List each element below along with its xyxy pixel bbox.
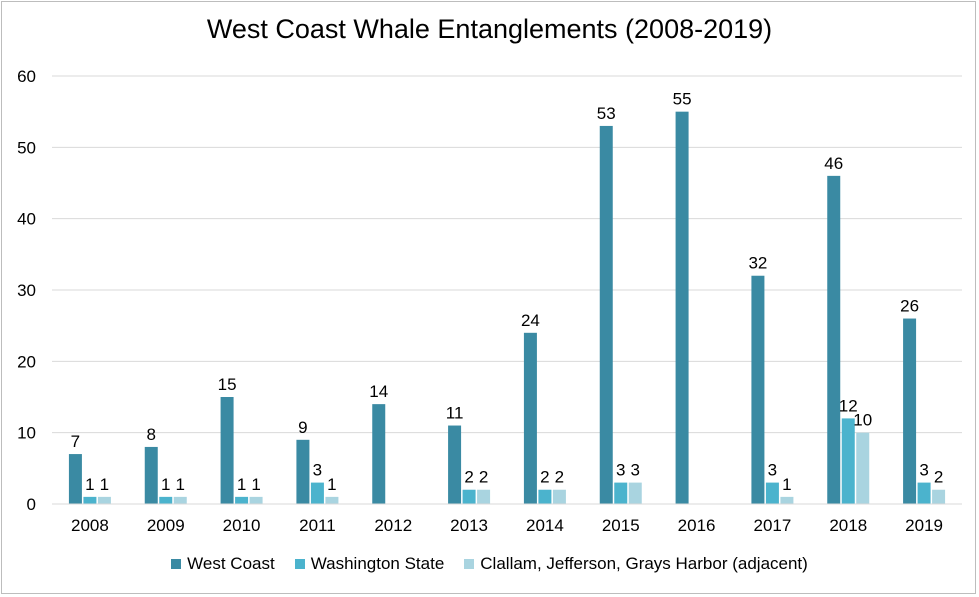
legend-item: Washington State (294, 554, 445, 574)
y-tick-label: 30 (17, 281, 36, 300)
bar (856, 432, 870, 504)
data-label: 12 (839, 396, 858, 415)
bar (448, 425, 462, 504)
x-tick-label: 2014 (526, 516, 564, 535)
y-tick-label: 0 (27, 495, 36, 514)
bar (173, 496, 187, 504)
bar (310, 482, 324, 504)
bar (628, 482, 642, 504)
bar (932, 489, 946, 504)
x-tick-label: 2011 (299, 516, 336, 535)
legend-item: West Coast (171, 554, 275, 574)
bar (477, 489, 491, 504)
data-label: 26 (900, 297, 919, 316)
x-tick-label: 2016 (678, 516, 716, 535)
bar (235, 496, 249, 504)
data-label: 32 (748, 254, 767, 273)
x-tick-label: 2008 (71, 516, 109, 535)
data-label: 1 (85, 475, 94, 494)
bar (903, 318, 917, 504)
data-label: 2 (464, 468, 473, 487)
legend-swatch (464, 559, 475, 569)
x-tick-label: 2019 (905, 516, 943, 535)
bar (296, 439, 310, 504)
data-label: 9 (298, 418, 307, 437)
bar (751, 275, 765, 504)
bar (780, 496, 794, 504)
bar (841, 418, 855, 504)
data-label: 8 (147, 425, 156, 444)
bar (523, 332, 537, 504)
bar (83, 496, 97, 504)
data-label: 46 (824, 154, 843, 173)
data-label: 10 (853, 411, 872, 430)
data-label: 2 (934, 468, 943, 487)
data-label: 14 (369, 382, 388, 401)
bar (827, 175, 841, 504)
y-tick-label: 20 (17, 352, 36, 371)
bar (675, 111, 689, 505)
data-label: 3 (919, 461, 928, 480)
y-tick-label: 40 (17, 210, 36, 229)
bar (97, 496, 111, 504)
bar (462, 489, 476, 504)
bar (538, 489, 552, 504)
x-tick-label: 2009 (147, 516, 185, 535)
data-label: 24 (521, 311, 540, 330)
chart-title: West Coast Whale Entanglements (2008-201… (206, 14, 773, 44)
data-label: 11 (446, 404, 464, 423)
bar (249, 496, 263, 504)
legend-label: Clallam, Jefferson, Grays Harbor (adjace… (480, 554, 808, 573)
chart-legend: West Coast Washington State Clallam, Jeffe… (0, 554, 979, 574)
bar (325, 496, 339, 504)
x-tick-label: 2010 (223, 516, 261, 535)
bar (220, 397, 234, 504)
x-tick-label: 2015 (602, 516, 640, 535)
legend-item: Clallam, Jefferson, Grays Harbor (adjace… (464, 554, 808, 574)
legend-swatch (171, 559, 182, 569)
bar (68, 454, 82, 504)
bar (372, 404, 386, 504)
y-tick-label: 50 (17, 138, 36, 157)
legend-swatch (294, 559, 305, 569)
x-tick-label: 2012 (374, 516, 412, 535)
data-label: 1 (100, 475, 109, 494)
data-label: 53 (597, 104, 616, 123)
data-label: 15 (218, 375, 237, 394)
data-label: 3 (313, 461, 322, 480)
legend-label: Washington State (310, 554, 445, 573)
data-label: 3 (768, 461, 777, 480)
bar (159, 496, 173, 504)
data-label: 2 (540, 468, 549, 487)
y-tick-label: 10 (17, 424, 36, 443)
data-label: 3 (631, 461, 640, 480)
bar (552, 489, 566, 504)
data-label: 2 (555, 468, 564, 487)
bar (765, 482, 779, 504)
data-label: 1 (176, 475, 185, 494)
data-label: 1 (327, 475, 336, 494)
data-label: 55 (673, 90, 692, 109)
bar (614, 482, 628, 504)
y-tick-label: 60 (17, 67, 36, 86)
data-label: 1 (782, 475, 791, 494)
x-tick-label: 2013 (450, 516, 488, 535)
data-label: 7 (71, 432, 80, 451)
x-tick-label: 2017 (754, 516, 792, 535)
bar (144, 446, 158, 504)
x-tick-label: 2018 (829, 516, 867, 535)
bar (599, 125, 613, 504)
data-label: 1 (237, 475, 246, 494)
data-label: 2 (479, 468, 488, 487)
data-label: 3 (616, 461, 625, 480)
bar (917, 482, 931, 504)
legend-label: West Coast (187, 554, 275, 573)
data-label: 1 (161, 475, 170, 494)
data-label: 1 (251, 475, 260, 494)
